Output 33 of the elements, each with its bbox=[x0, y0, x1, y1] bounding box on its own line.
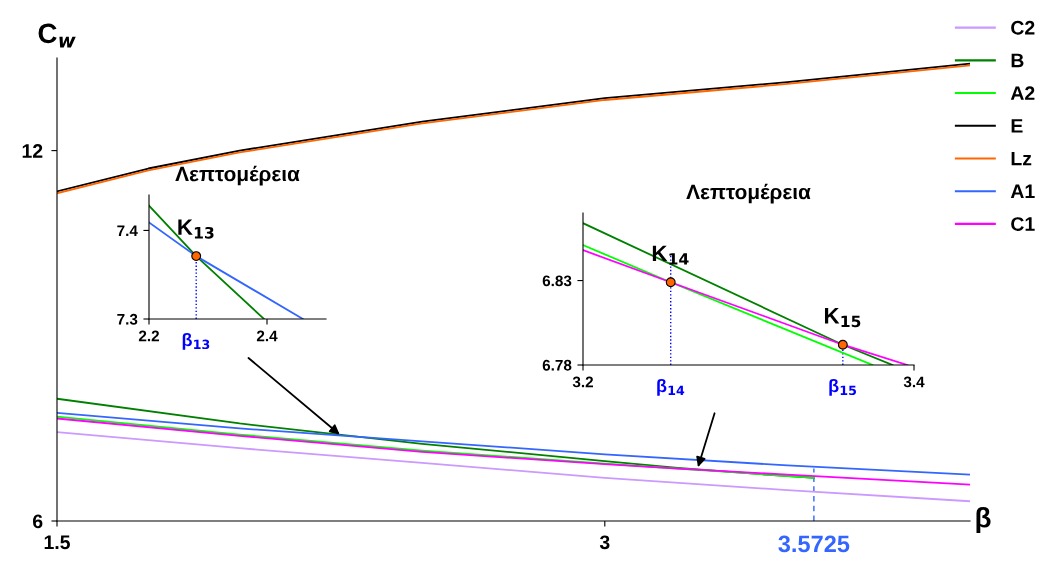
legend-label: A1 bbox=[1010, 184, 1035, 198]
y-tick-label: 6.78 bbox=[542, 359, 572, 371]
x-tick-label: 3.4 bbox=[903, 376, 925, 388]
legend-label: E bbox=[1011, 119, 1023, 133]
legend-label: Lz bbox=[1011, 151, 1032, 166]
line-series bbox=[57, 431, 970, 503]
annotation: K$_{13}$ bbox=[178, 219, 214, 239]
y-tick-label: 7.3 bbox=[117, 313, 138, 325]
line-series bbox=[57, 415, 815, 479]
y-tick-label: 6 bbox=[33, 514, 43, 529]
annotation: K$_{15}$ bbox=[824, 308, 861, 328]
ref-line-label: β$_{14}$ bbox=[657, 378, 685, 396]
y-tick-label: 7.4 bbox=[117, 225, 138, 236]
legend-label: A2 bbox=[1010, 86, 1035, 100]
x-tick-label: 1.5 bbox=[44, 535, 70, 550]
chart-title: Λεπτομέρεια bbox=[686, 183, 811, 204]
legend-label: C1 bbox=[1011, 217, 1035, 231]
ref-line-label: β$_{13}$ bbox=[182, 332, 210, 350]
y-tick-label: 6.83 bbox=[542, 275, 572, 287]
legend-label: B bbox=[1011, 53, 1024, 68]
line-series bbox=[57, 417, 970, 486]
x-axis-title: β bbox=[976, 507, 991, 533]
annotation: K$_{14}$ bbox=[652, 245, 689, 265]
chart-title: Λεπτομέρεια bbox=[175, 165, 300, 186]
y-axis-title: C$_{w}$ bbox=[38, 23, 76, 48]
x-tick-label: 2.4 bbox=[256, 330, 278, 342]
x-tick-label: 3.2 bbox=[572, 376, 594, 388]
y-tick-label: 12 bbox=[22, 144, 43, 158]
ref-line-label: β$_{15}$ bbox=[829, 378, 857, 396]
x-tick-label: 2.2 bbox=[138, 330, 160, 342]
legend-label: C2 bbox=[1011, 20, 1035, 35]
x-tick-label: 3 bbox=[599, 535, 610, 550]
ref-line-label: 3.5725 bbox=[778, 535, 850, 553]
